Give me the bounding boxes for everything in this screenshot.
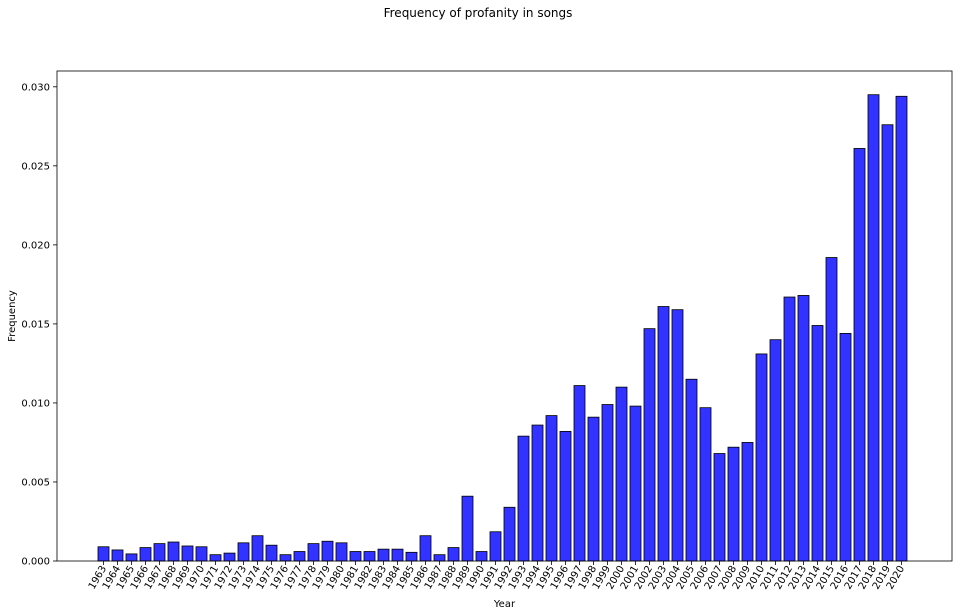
bar-2003: [657, 306, 670, 562]
bar-2020: [895, 95, 908, 562]
bar-2007: [713, 453, 726, 562]
bar-2019: [881, 124, 894, 562]
y-tick-label: 0.020: [21, 240, 50, 251]
bar-1974: [251, 535, 264, 562]
bar-1978: [307, 543, 320, 562]
bar-2002: [643, 328, 656, 562]
bar-1966: [139, 547, 152, 562]
bar-1987: [433, 554, 446, 562]
bar-2001: [629, 405, 642, 562]
bar-1990: [475, 551, 488, 562]
bar-1963: [97, 546, 110, 562]
bar-1977: [293, 551, 306, 562]
bar-2009: [741, 442, 754, 562]
bar-2010: [755, 353, 768, 562]
plot-frame: [56, 70, 953, 562]
y-tick-label: 0.000: [21, 557, 50, 568]
bar-2017: [853, 148, 866, 562]
bar-2011: [769, 339, 782, 562]
y-tick-label: 0.030: [21, 82, 50, 93]
bar-1986: [419, 535, 432, 562]
bar-1996: [559, 430, 572, 562]
y-axis-label: Frequency: [7, 290, 18, 342]
bar-1964: [111, 549, 124, 562]
bar-2006: [699, 407, 712, 562]
y-tick-label: 0.015: [21, 319, 50, 330]
bar-2005: [685, 378, 698, 562]
bar-1967: [153, 543, 166, 562]
bar-1992: [503, 506, 516, 562]
bar-1985: [405, 551, 418, 562]
bar-2004: [671, 309, 684, 562]
bar-1991: [489, 531, 502, 562]
bar-2008: [727, 446, 740, 562]
bar-2013: [797, 295, 810, 562]
bar-1995: [545, 415, 558, 562]
bar-1988: [447, 547, 460, 562]
bar-1981: [349, 551, 362, 562]
bar-2014: [811, 325, 824, 562]
bar-1984: [391, 548, 404, 562]
y-tick-label: 0.010: [21, 398, 50, 409]
bar-1980: [335, 542, 348, 562]
bar-1989: [461, 495, 474, 562]
y-tick-label: 0.005: [21, 477, 50, 488]
bar-1971: [209, 554, 222, 562]
bar-1982: [363, 551, 376, 562]
bar-1993: [517, 435, 530, 562]
bar-2016: [839, 332, 852, 562]
bar-2018: [867, 94, 880, 562]
chart-title: Frequency of profanity in songs: [383, 6, 573, 20]
y-tick-label: 0.025: [21, 161, 50, 172]
bar-1973: [237, 542, 250, 562]
bar-1968: [167, 541, 180, 562]
x-axis-label: Year: [493, 599, 516, 610]
bar-1994: [531, 424, 544, 562]
bar-2000: [615, 386, 628, 562]
bar-2015: [825, 257, 838, 562]
bar-1998: [587, 416, 600, 562]
bar-1970: [195, 546, 208, 562]
bar-1976: [279, 554, 292, 562]
bar-1983: [377, 548, 390, 562]
bar-1997: [573, 385, 586, 562]
bar-1979: [321, 540, 334, 562]
bar-1969: [181, 545, 194, 562]
bar-1965: [125, 553, 138, 562]
bar-1972: [223, 552, 236, 562]
bar-1975: [265, 544, 278, 562]
bar-1999: [601, 404, 614, 562]
bar-2012: [783, 296, 796, 562]
